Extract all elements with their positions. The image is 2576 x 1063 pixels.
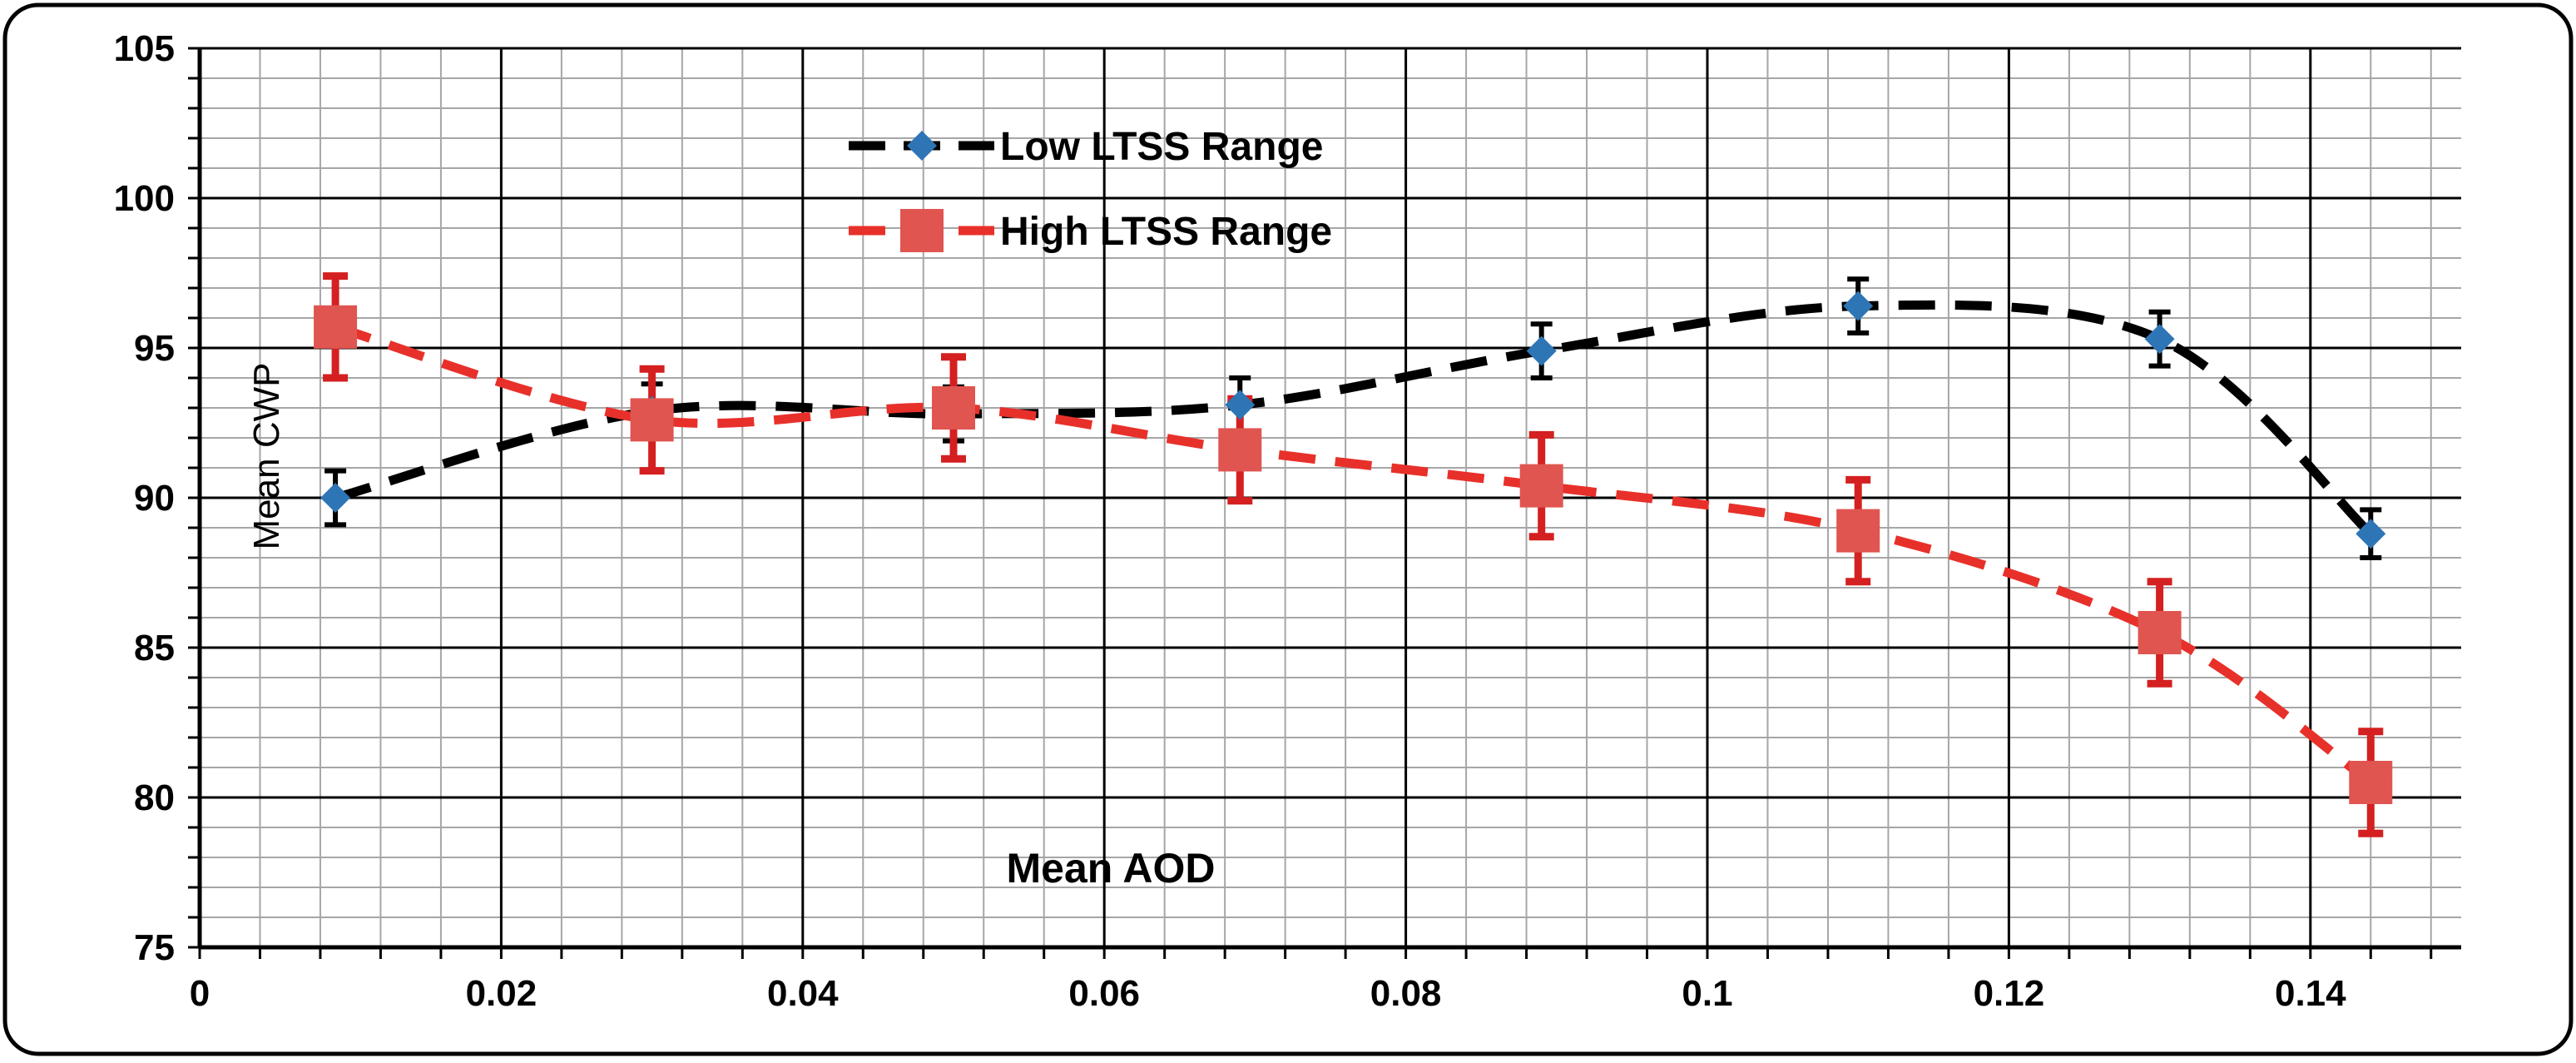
legend-marker (900, 209, 944, 252)
legend-label: Low LTSS Range (1000, 125, 1323, 169)
marker-high-ltss-range (1218, 428, 1262, 472)
legend-label: High LTSS Range (1000, 210, 1332, 254)
y-tick-label: 75 (134, 927, 175, 968)
markers (314, 291, 2393, 804)
marker-low-ltss-range (1843, 291, 1874, 321)
x-tick-label: 0.1 (1682, 973, 1732, 1014)
x-tick-label: 0.04 (767, 973, 839, 1014)
legend-item-low-ltss-range: Low LTSS Range (849, 125, 1323, 169)
marker-low-ltss-range (320, 483, 351, 513)
x-axis-title: Mean AOD (1007, 845, 1216, 892)
legend-marker (907, 131, 937, 161)
series-line-low-ltss-range (334, 300, 2375, 538)
y-tick-label: 85 (134, 628, 175, 668)
legend-item-high-ltss-range: High LTSS Range (849, 209, 1332, 254)
marker-high-ltss-range (932, 386, 975, 430)
x-tick-label: 0.12 (1974, 973, 2045, 1014)
x-tick-label: 0.02 (466, 973, 537, 1014)
legend: Low LTSS Range High LTSS Range (849, 125, 1332, 254)
y-tick-label: 100 (114, 178, 175, 219)
marker-high-ltss-range (1519, 464, 1563, 508)
x-tick-label: 0.06 (1068, 973, 1140, 1014)
x-tick-label: 0.08 (1370, 973, 1442, 1014)
marker-high-ltss-range (630, 398, 674, 442)
marker-high-ltss-range (2138, 611, 2182, 654)
x-tick-label: 0.14 (2275, 973, 2346, 1014)
major-grid (200, 47, 2461, 947)
marker-low-ltss-range (1225, 390, 1256, 420)
marker-low-ltss-range (1526, 335, 1557, 366)
tick-labels: 0 0.02 0.04 0.06 0.08 0.1 0.12 0.14 75 80 85 90 95 10… (114, 28, 2347, 1014)
marker-low-ltss-range (2356, 519, 2386, 549)
marker-high-ltss-range (314, 305, 358, 349)
y-tick-label: 90 (134, 478, 175, 519)
x-tick-label: 0 (190, 973, 210, 1014)
y-tick-label: 80 (134, 777, 175, 818)
y-axis-title: Mean CWP (246, 363, 287, 550)
y-tick-label: 95 (134, 328, 175, 369)
series-lines (334, 300, 2375, 787)
y-tick-label: 105 (114, 28, 175, 69)
marker-low-ltss-range (2144, 324, 2175, 355)
marker-high-ltss-range (1836, 509, 1880, 553)
marker-high-ltss-range (2349, 761, 2393, 804)
axes (188, 47, 2461, 959)
series-line-high-ltss-range (334, 322, 2374, 787)
